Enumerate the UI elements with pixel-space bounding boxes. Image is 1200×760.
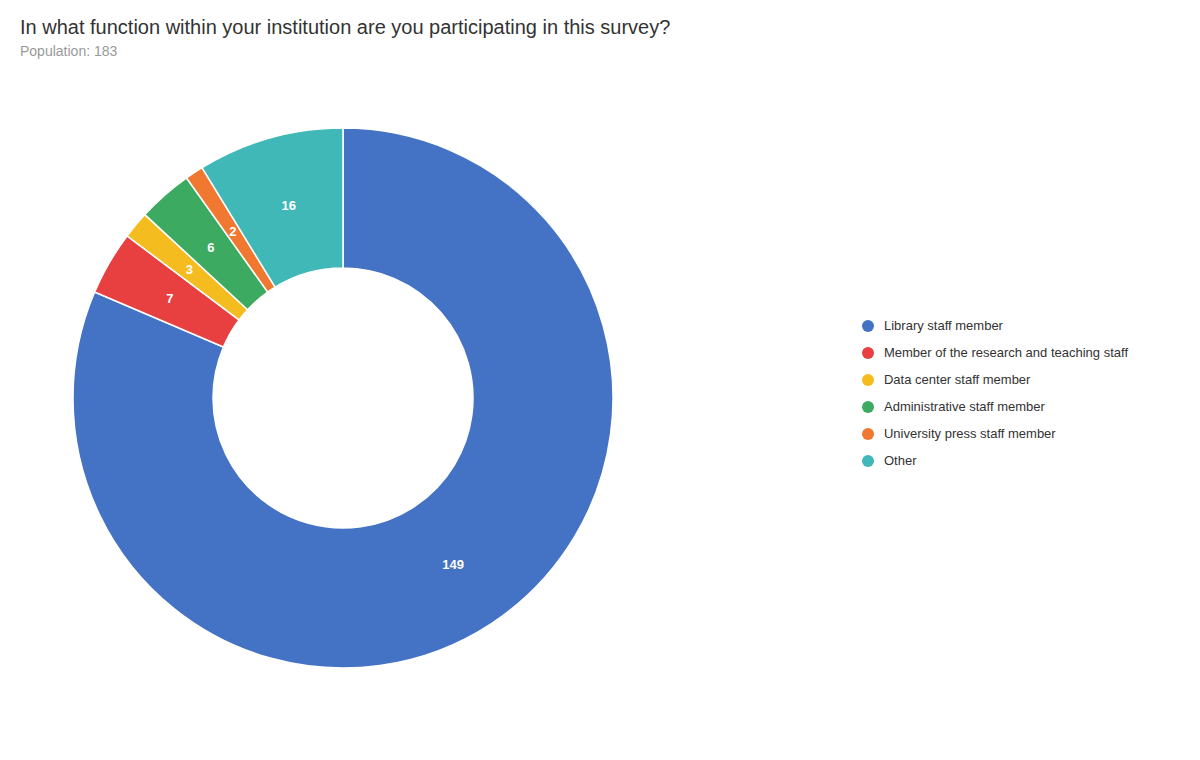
html-text:Member of the research and tea: Member of the research and teaching staf…: [884, 345, 1128, 360]
html-text:Administrative staff member: Administrative staff member: [884, 399, 1045, 414]
svg-text:3: 3: [186, 262, 193, 277]
svg-text:149: 149: [442, 557, 464, 572]
html-text:University press staff member: University press staff member: [884, 426, 1056, 441]
html-text:Library staff member: Library staff member: [884, 318, 1003, 333]
svg-text:16: 16: [282, 198, 296, 213]
svg-text:7: 7: [166, 291, 173, 306]
svg-text:6: 6: [207, 240, 214, 255]
html-text:Data center staff member: Data center staff member: [884, 372, 1031, 387]
svg-text:2: 2: [229, 224, 236, 239]
html-text:In what function within your i: In what function within your institution…: [20, 16, 671, 38]
html-text:Other: Other: [884, 453, 917, 468]
html-text:Population: 183: Population: 183: [20, 43, 118, 59]
